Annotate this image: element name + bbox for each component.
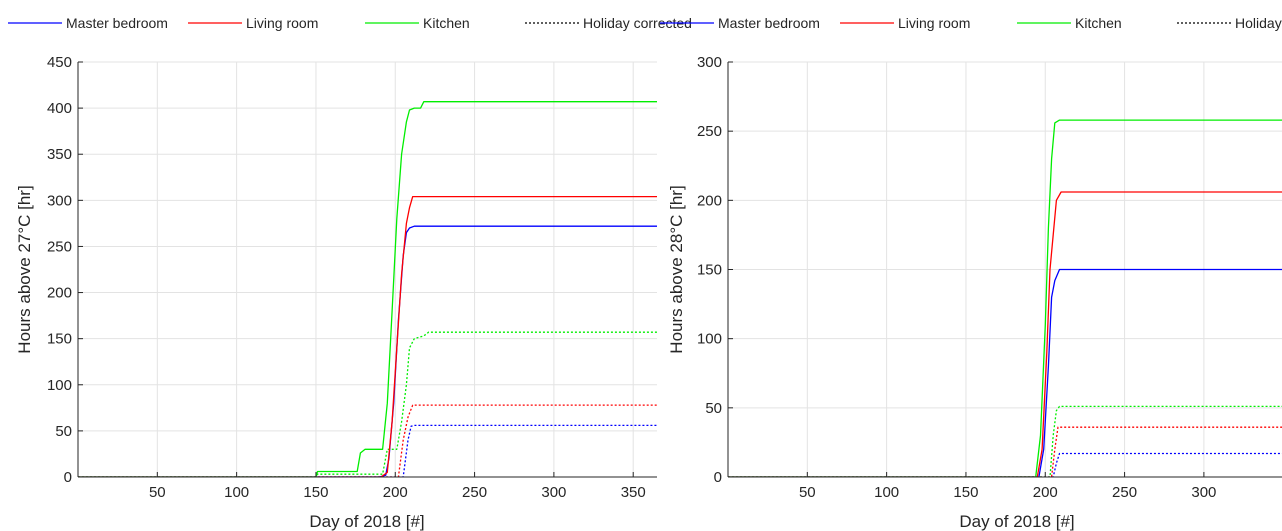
y-tick-label-100: 100: [47, 377, 72, 394]
legend-label-kitchen: Kitchen: [1075, 15, 1122, 31]
series-line-kitchen: [78, 101, 657, 477]
x-tick-label-300: 300: [1191, 484, 1216, 501]
axes-1: 0 50 100 150 200 250 300 350 400 450 50 100 150 200 25…: [47, 54, 657, 501]
legend-label-living-room: Living room: [246, 15, 318, 31]
legend-item-kitchen: Kitchen: [365, 15, 470, 31]
x-tick-label-100: 100: [874, 484, 899, 501]
x-tick-label-50: 50: [149, 484, 166, 501]
grid-1: [78, 61, 657, 478]
legend-item-master-bedroom: Master bedroom: [660, 15, 820, 31]
series-line-living-room-holiday-corrected: [78, 404, 657, 477]
x-tick-label-150: 150: [303, 484, 328, 501]
y-tick-label-250: 250: [47, 238, 72, 255]
legend-item-living-room: Living room: [840, 15, 970, 31]
legend-label-holiday-corrected: Holiday corrected: [1235, 15, 1282, 31]
x-axis-label: Day of 2018 [#]: [309, 512, 424, 531]
legend-item-kitchen: Kitchen: [1017, 15, 1122, 31]
x-tick-label-250: 250: [1112, 484, 1137, 501]
legend-label-kitchen: Kitchen: [423, 15, 470, 31]
x-tick-label-200: 200: [1033, 484, 1058, 501]
x-axis-label: Day of 2018 [#]: [959, 512, 1074, 531]
y-tick-label-50: 50: [55, 423, 72, 440]
series-line-master-bedroom-holiday-corrected: [728, 452, 1282, 477]
series-group-1: [78, 101, 657, 477]
y-tick-label-450: 450: [47, 54, 72, 71]
series-line-kitchen-holiday-corrected: [728, 405, 1282, 477]
y-tick-label-300: 300: [697, 54, 722, 71]
legend-item-holiday-corrected: Holiday corrected: [1177, 15, 1282, 31]
x-tick-label-100: 100: [224, 484, 249, 501]
legend-label-living-room: Living room: [898, 15, 970, 31]
y-tick-label-200: 200: [697, 192, 722, 209]
series-line-master-bedroom-holiday-corrected: [78, 424, 657, 477]
x-tick-label-350: 350: [621, 484, 646, 501]
legend-label-master-bedroom: Master bedroom: [66, 15, 168, 31]
legend-2: Master bedroom Living room Kitchen Holiday …: [660, 15, 1282, 31]
x-tick-label-200: 200: [383, 484, 408, 501]
y-tick-label-300: 300: [47, 192, 72, 209]
legend-label-master-bedroom: Master bedroom: [718, 15, 820, 31]
series-group-2: [728, 119, 1282, 477]
chart-1: 0 50 100 150 200 250 300 350 400 450 50 100 150 200 25…: [15, 54, 657, 531]
legend-item-living-room: Living room: [188, 15, 318, 31]
y-tick-label-200: 200: [47, 285, 72, 302]
y-tick-label-250: 250: [697, 123, 722, 140]
series-line-living-room: [728, 191, 1282, 477]
legend-label-holiday-corrected: Holiday corrected: [583, 15, 692, 31]
y-tick-label-150: 150: [697, 262, 722, 279]
series-line-kitchen-holiday-corrected: [78, 331, 657, 477]
y-tick-label-0: 0: [64, 469, 72, 486]
series-line-living-room-holiday-corrected: [728, 426, 1282, 477]
y-tick-label-50: 50: [705, 400, 722, 417]
y-axis-label: Hours above 28°C [hr]: [667, 185, 686, 353]
x-tick-label-50: 50: [799, 484, 816, 501]
series-line-living-room: [78, 195, 657, 477]
y-tick-label-400: 400: [47, 100, 72, 117]
y-tick-label-150: 150: [47, 331, 72, 348]
legend-item-master-bedroom: Master bedroom: [8, 15, 168, 31]
y-tick-label-100: 100: [697, 331, 722, 348]
y-axis-label: Hours above 27°C [hr]: [15, 185, 34, 353]
legend-item-holiday-corrected: Holiday corrected: [525, 15, 692, 31]
series-line-master-bedroom: [728, 268, 1282, 477]
x-tick-label-300: 300: [541, 484, 566, 501]
x-tick-label-250: 250: [462, 484, 487, 501]
chart-2: 0 50 100 150 200 250 300 50 100 150 200 250 300 Day o…: [667, 54, 1282, 531]
axes-2: 0 50 100 150 200 250 300 50 100 150 200 250 300: [697, 54, 1282, 501]
legend-1: Master bedroom Living room Kitchen Holiday …: [8, 15, 692, 31]
x-tick-label-150: 150: [953, 484, 978, 501]
series-line-master-bedroom: [78, 225, 657, 477]
y-tick-label-350: 350: [47, 146, 72, 163]
series-line-kitchen: [728, 119, 1282, 477]
y-tick-label-0: 0: [714, 469, 722, 486]
